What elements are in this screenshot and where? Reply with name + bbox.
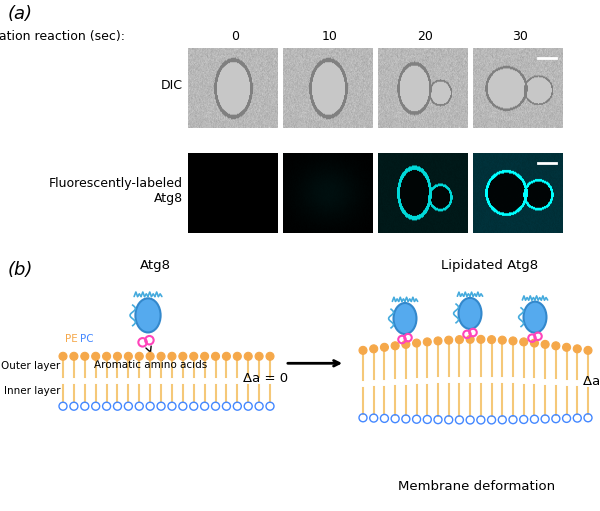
Text: Δa = 0: Δa = 0: [243, 372, 288, 385]
Circle shape: [223, 352, 230, 360]
Circle shape: [124, 352, 133, 360]
Text: Atg8: Atg8: [139, 260, 170, 272]
Circle shape: [573, 345, 581, 353]
Circle shape: [530, 339, 538, 347]
Circle shape: [413, 339, 421, 347]
Circle shape: [233, 352, 241, 360]
Text: (a): (a): [8, 5, 33, 23]
Circle shape: [370, 345, 378, 353]
Text: 30: 30: [512, 31, 528, 43]
Circle shape: [70, 352, 78, 360]
Text: PE: PE: [65, 334, 78, 344]
Circle shape: [168, 352, 176, 360]
Text: PC: PC: [80, 334, 94, 344]
Circle shape: [190, 352, 198, 360]
Text: Inner layer: Inner layer: [4, 386, 60, 396]
Circle shape: [244, 352, 252, 360]
Ellipse shape: [458, 298, 481, 329]
Circle shape: [434, 337, 442, 345]
Text: Membrane deformation: Membrane deformation: [398, 480, 556, 493]
Circle shape: [563, 343, 571, 351]
Circle shape: [81, 352, 89, 360]
Circle shape: [541, 340, 549, 349]
Text: 10: 10: [322, 31, 338, 43]
Text: Aromatic amino acids: Aromatic amino acids: [94, 360, 208, 370]
Circle shape: [477, 335, 485, 343]
Circle shape: [488, 336, 496, 343]
Text: Outer layer: Outer layer: [1, 361, 60, 371]
Circle shape: [423, 338, 431, 346]
Circle shape: [135, 352, 143, 360]
Ellipse shape: [136, 298, 161, 333]
Circle shape: [157, 352, 165, 360]
Circle shape: [402, 340, 410, 349]
Text: Δa > 0: Δa > 0: [583, 375, 600, 388]
Text: Lipidated Atg8: Lipidated Atg8: [442, 260, 539, 272]
Circle shape: [380, 343, 388, 351]
Circle shape: [391, 342, 399, 350]
Text: 20: 20: [417, 31, 433, 43]
Circle shape: [498, 336, 506, 344]
Circle shape: [584, 346, 592, 354]
Text: Lipidation reaction (sec):: Lipidation reaction (sec):: [0, 31, 125, 43]
Circle shape: [92, 352, 100, 360]
Circle shape: [113, 352, 121, 360]
Circle shape: [466, 335, 474, 343]
Circle shape: [552, 342, 560, 350]
Circle shape: [359, 346, 367, 354]
Ellipse shape: [524, 301, 547, 333]
Circle shape: [455, 336, 463, 343]
Ellipse shape: [394, 303, 416, 334]
Circle shape: [59, 352, 67, 360]
Circle shape: [520, 338, 528, 346]
Text: (b): (b): [8, 262, 34, 280]
Circle shape: [146, 352, 154, 360]
Text: Fluorescently-labeled
Atg8: Fluorescently-labeled Atg8: [49, 177, 183, 205]
Circle shape: [103, 352, 110, 360]
Circle shape: [445, 336, 453, 344]
Circle shape: [509, 337, 517, 345]
Circle shape: [212, 352, 220, 360]
Text: DIC: DIC: [161, 80, 183, 92]
Circle shape: [266, 352, 274, 360]
Circle shape: [200, 352, 209, 360]
Circle shape: [255, 352, 263, 360]
Text: 0: 0: [231, 31, 239, 43]
Circle shape: [179, 352, 187, 360]
